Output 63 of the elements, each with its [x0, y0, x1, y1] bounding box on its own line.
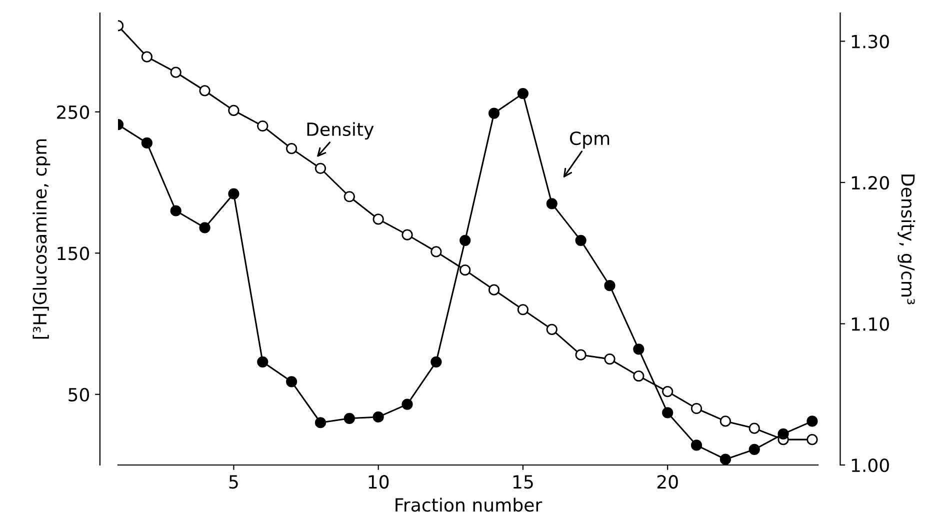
point — [199, 222, 210, 234]
point — [460, 234, 471, 246]
y-tick-label: 150 — [58, 246, 90, 260]
point — [314, 417, 326, 428]
point — [314, 162, 326, 174]
point — [517, 304, 529, 316]
y2-axis-title: Density, g/cm³ — [898, 174, 916, 304]
y-axis-title: [³H]Glucosamine, cpm — [32, 139, 50, 339]
point — [806, 416, 818, 427]
point — [286, 143, 298, 154]
x-tick-label: 10 — [368, 475, 389, 489]
point — [662, 407, 674, 418]
point — [806, 434, 818, 446]
point — [690, 402, 702, 414]
point — [546, 324, 558, 335]
point — [460, 264, 471, 276]
point — [372, 214, 384, 225]
point — [546, 198, 558, 210]
point — [748, 444, 760, 456]
point — [257, 356, 268, 368]
point — [517, 88, 529, 100]
y-tick-label: 50 — [68, 388, 90, 402]
point — [778, 428, 789, 440]
point — [748, 422, 760, 434]
point — [633, 370, 644, 382]
y2-tick-label: 1.10 — [852, 317, 889, 331]
y-tick-label: 250 — [57, 105, 90, 119]
point — [170, 205, 182, 216]
annotation: Density — [307, 122, 374, 140]
x-tick-label: 5 — [229, 475, 238, 489]
point — [690, 440, 702, 451]
point — [430, 246, 442, 258]
point — [141, 137, 152, 149]
point — [430, 356, 442, 368]
point — [170, 66, 182, 78]
point — [228, 188, 240, 200]
point — [633, 344, 644, 355]
point — [662, 386, 674, 398]
point — [199, 85, 210, 96]
point — [720, 454, 731, 465]
y2-tick-label: 1.20 — [852, 176, 889, 190]
point — [257, 120, 268, 132]
point — [344, 191, 355, 202]
point — [488, 108, 500, 119]
x-tick-label: 20 — [657, 475, 678, 489]
x-axis-title: Fraction number — [396, 498, 542, 512]
x-tick-label: 15 — [513, 475, 533, 489]
annotation: Cpm — [570, 131, 610, 149]
point — [720, 416, 731, 427]
point — [604, 280, 616, 292]
point — [488, 284, 500, 296]
point — [402, 398, 413, 410]
point — [286, 376, 298, 388]
point — [575, 234, 586, 246]
point — [372, 411, 384, 423]
y2-tick-label: 1.30 — [852, 34, 889, 48]
point — [604, 354, 616, 365]
point — [575, 349, 586, 360]
y2-tick-label: 1.00 — [852, 458, 889, 472]
point — [402, 229, 413, 240]
point — [228, 104, 240, 116]
point — [344, 412, 355, 424]
point — [141, 51, 152, 62]
